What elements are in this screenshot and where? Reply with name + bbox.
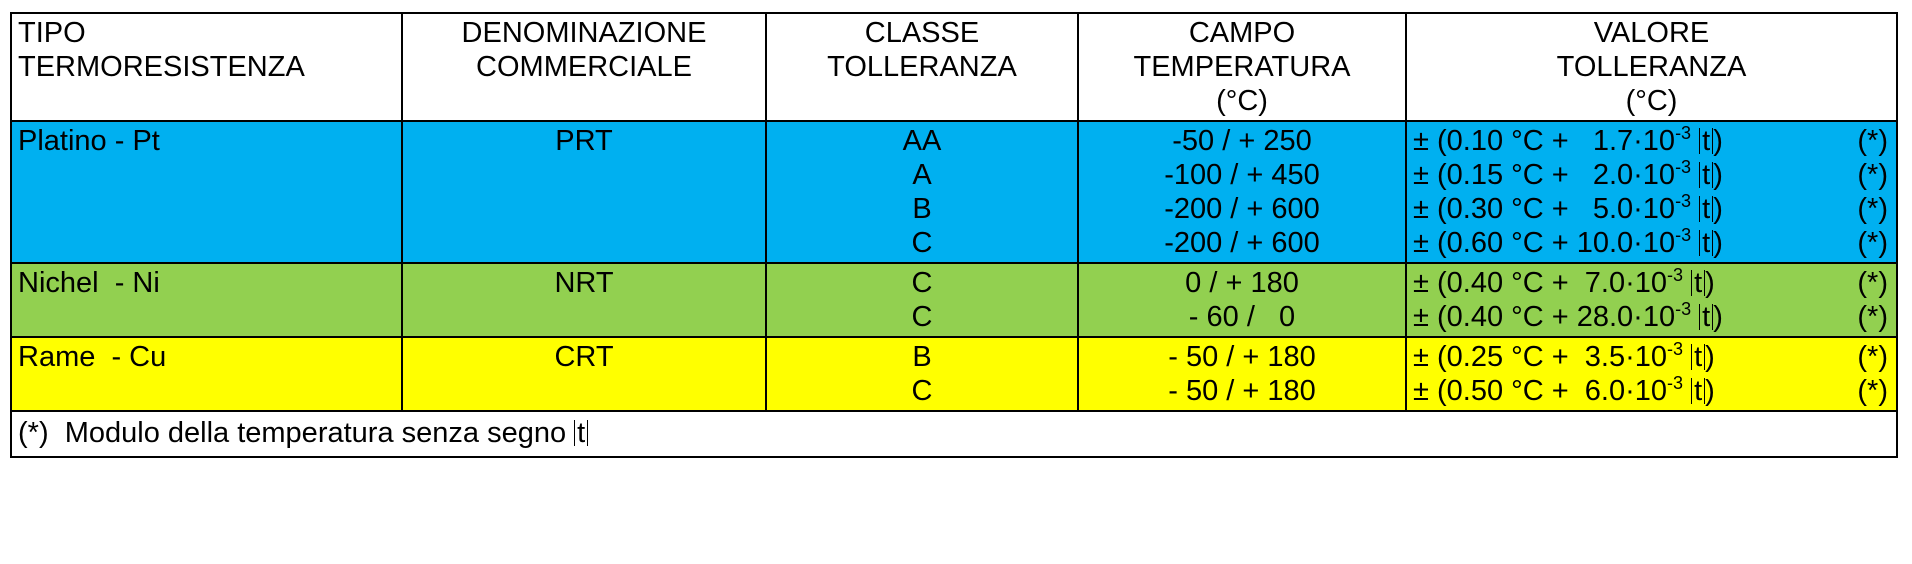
- note-marker: (*): [1857, 267, 1888, 299]
- footnote-row: (*) Modulo della temperatura senza segno…: [10, 410, 1898, 458]
- note-marker: (*): [1857, 193, 1888, 225]
- cell-tolleranza: ± (0.25 °C + 3.5·10-3 t) (*) ± (0.50 °C + …: [1405, 336, 1898, 412]
- campo-value: - 50 / + 180: [1168, 341, 1316, 373]
- tolleranza-value: ± (0.60 °C + 10.0·10-3 t) (*): [1413, 225, 1888, 259]
- cell-campo: - 50 / + 180- 50 / + 180: [1077, 336, 1407, 412]
- header-campo: CAMPO TEMPERATURA (°C): [1077, 12, 1407, 122]
- header-denominazione: DENOMINAZIONE COMMERCIALE: [401, 12, 767, 122]
- note-marker: (*): [1857, 375, 1888, 407]
- cell-campo: -50 / + 250 -100 / + 450 -200 / + 600 -200 …: [1077, 120, 1407, 264]
- footnote-abs-t: t: [574, 419, 589, 448]
- tolleranza-value: ± (0.15 °C + 2.0·10-3 t) (*): [1413, 157, 1888, 191]
- abs-t: t: [1699, 303, 1714, 332]
- tolleranza-value: ± (0.30 °C + 5.0·10-3 t) (*): [1413, 191, 1888, 225]
- header-row: TIPO TERMORESISTENZA DENOMINAZIONE COMME…: [10, 12, 1898, 122]
- abs-t: t: [1691, 269, 1706, 298]
- abs-t: t: [1699, 195, 1714, 224]
- cell-tipo: Platino - Pt: [10, 120, 403, 264]
- campo-value: - 50 / + 180: [1168, 375, 1316, 407]
- abs-t: t: [1691, 377, 1706, 406]
- cell-tolleranza: ± (0.40 °C + 7.0·10-3 t) (*) ± (0.40 °C + …: [1405, 262, 1898, 338]
- cell-denominazione: CRT: [401, 336, 767, 412]
- note-marker: (*): [1857, 341, 1888, 373]
- cell-tipo: Rame - Cu: [10, 336, 403, 412]
- cell-campo: 0 / + 180- 60 / 0: [1077, 262, 1407, 338]
- tolleranza-value: ± (0.25 °C + 3.5·10-3 t) (*): [1413, 339, 1888, 373]
- table-row: Nichel - Ni NRT C C 0 / + 180- 60 / 0 ± (0.40…: [10, 262, 1898, 338]
- classe-value: B: [912, 193, 932, 225]
- note-marker: (*): [1857, 227, 1888, 259]
- tolleranza-value: ± (0.40 °C + 28.0·10-3 t) (*): [1413, 299, 1888, 333]
- classe-value: C: [911, 267, 933, 299]
- campo-value: -200 / + 600: [1164, 227, 1320, 259]
- campo-value: -50 / + 250: [1172, 125, 1312, 157]
- header-tipo: TIPO TERMORESISTENZA: [10, 12, 403, 122]
- cell-classe: AA A B C: [765, 120, 1079, 264]
- cell-tolleranza: ± (0.10 °C + 1.7·10-3 t) (*) ± (0.15 °C + …: [1405, 120, 1898, 264]
- classe-value: C: [911, 375, 933, 407]
- abs-t: t: [1699, 127, 1714, 156]
- abs-t: t: [1699, 161, 1714, 190]
- classe-value: AA: [902, 125, 942, 157]
- table-row: Platino - Pt PRT AA A B C -50 / + 250 -100 / + …: [10, 120, 1898, 264]
- tolleranza-value: ± (0.10 °C + 1.7·10-3 t) (*): [1413, 123, 1888, 157]
- cell-denominazione: NRT: [401, 262, 767, 338]
- tolleranza-value: ± (0.40 °C + 7.0·10-3 t) (*): [1413, 265, 1888, 299]
- note-marker: (*): [1857, 159, 1888, 191]
- campo-value: - 60 / 0: [1188, 301, 1296, 333]
- header-classe: CLASSE TOLLERANZA: [765, 12, 1079, 122]
- abs-t: t: [1699, 229, 1714, 258]
- abs-t: t: [1691, 343, 1706, 372]
- campo-value: -100 / + 450: [1164, 159, 1320, 191]
- campo-value: -200 / + 600: [1164, 193, 1320, 225]
- note-marker: (*): [1857, 125, 1888, 157]
- classe-value: C: [911, 301, 933, 333]
- classe-value: B: [912, 341, 932, 373]
- cell-tipo: Nichel - Ni: [10, 262, 403, 338]
- tolleranza-value: ± (0.50 °C + 6.0·10-3 t) (*): [1413, 373, 1888, 407]
- table-body: Platino - Pt PRT AA A B C -50 / + 250 -100 / + …: [10, 120, 1898, 412]
- header-valore: VALORE TOLLERANZA (°C): [1405, 12, 1898, 122]
- cell-denominazione: PRT: [401, 120, 767, 264]
- classe-value: A: [912, 159, 932, 191]
- campo-value: 0 / + 180: [1185, 267, 1299, 299]
- classe-value: C: [911, 227, 933, 259]
- footnote: (*) Modulo della temperatura senza segno…: [10, 410, 1898, 458]
- note-marker: (*): [1857, 301, 1888, 333]
- thermoresistance-table: TIPO TERMORESISTENZA DENOMINAZIONE COMME…: [10, 12, 1898, 458]
- table-row: Rame - Cu CRT B C - 50 / + 180- 50 / + 180 ± …: [10, 336, 1898, 412]
